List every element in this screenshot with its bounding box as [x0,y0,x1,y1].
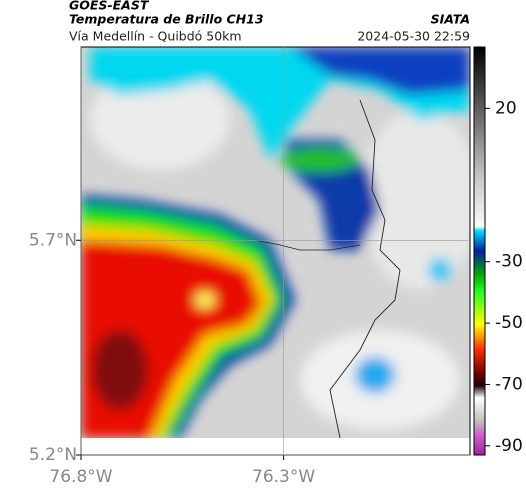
colorbar-label: -90 [495,436,523,456]
y-tick-label: 5.7°N [29,230,77,250]
subtitle: Temperatura de Brillo CH13 [69,12,264,27]
colorbar [473,46,486,456]
timestamp: 2024-05-30 22:59 [357,29,470,44]
colorbar-label: -30 [495,252,523,272]
x-tick-label: 76.3°W [252,467,315,487]
title: GOES-EAST [69,0,150,13]
x-tick-label: 76.8°W [49,467,112,487]
y-tick-label: 5.2°N [29,445,77,465]
colorbar-label: 20 [495,98,517,118]
satellite-image [81,47,470,438]
colorbar-label: -50 [495,313,523,333]
route: Vía Medellín - Quibdó 50km [69,29,242,44]
colorbar-label: -70 [495,374,523,394]
source: SIATA [431,12,470,27]
